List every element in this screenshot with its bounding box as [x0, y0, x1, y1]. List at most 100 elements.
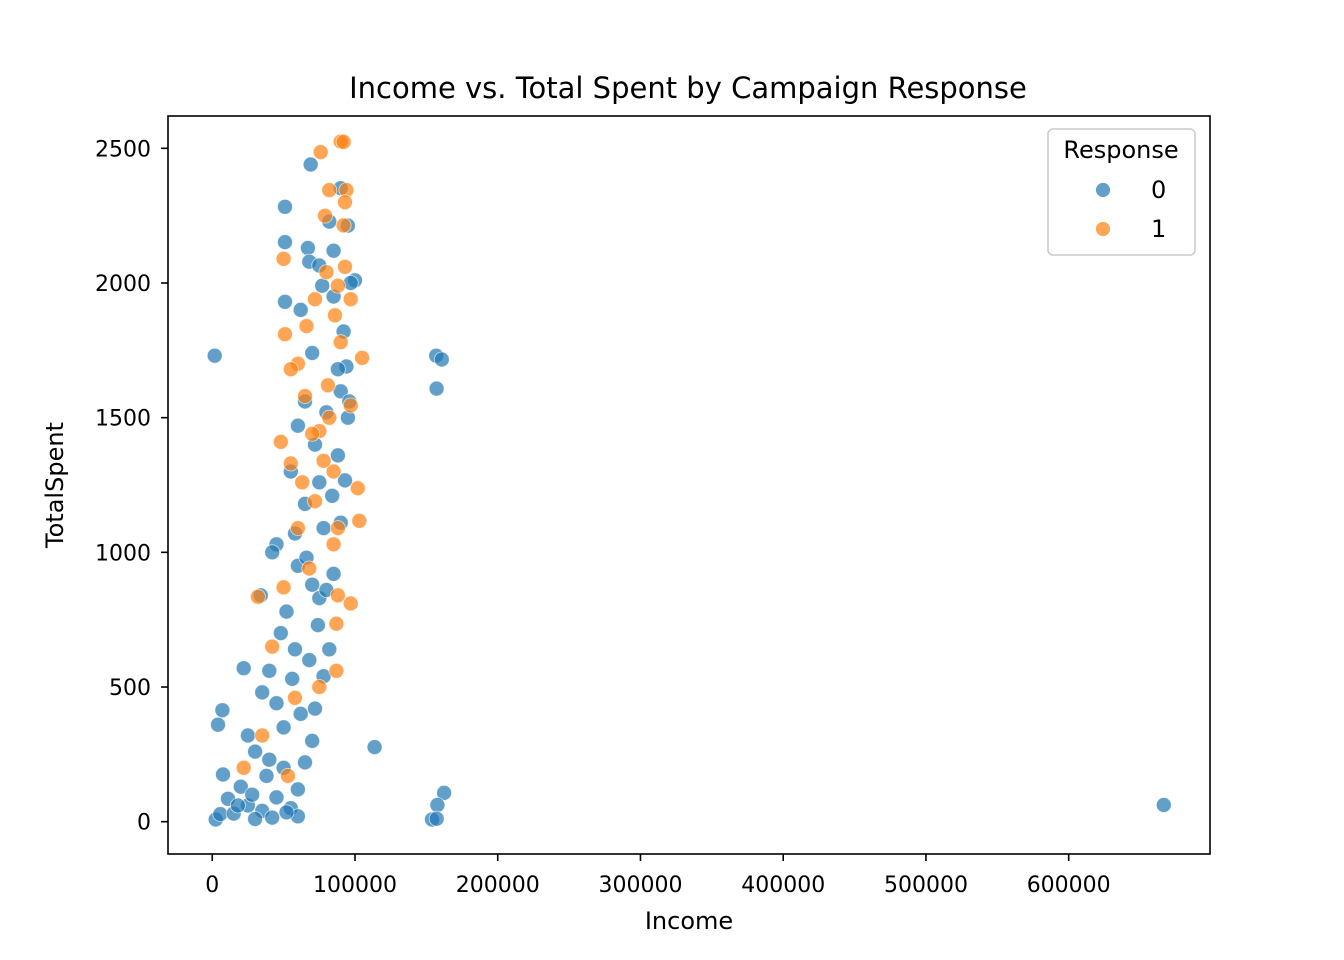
data-point-response-0: [232, 778, 249, 795]
data-point-response-1: [329, 587, 346, 604]
plot-frame: [167, 115, 1211, 855]
data-point-response-1: [342, 397, 359, 414]
data-point-response-0: [329, 447, 346, 464]
data-point-response-1: [329, 277, 346, 294]
data-point-response-0: [429, 797, 446, 813]
data-point-response-0: [258, 768, 275, 784]
x-tick-label: 0: [205, 873, 219, 898]
data-point-response-1: [337, 194, 353, 211]
data-point-response-1: [319, 377, 336, 394]
data-point-response-1: [317, 207, 333, 224]
data-point-response-1: [318, 264, 335, 281]
data-point-response-0: [278, 603, 295, 620]
data-point-response-1: [294, 474, 311, 491]
data-point-response-0: [292, 706, 309, 722]
data-point-response-0: [428, 380, 445, 397]
data-point-response-0: [229, 797, 246, 814]
data-point-response-0: [277, 234, 293, 251]
data-point-response-0: [214, 702, 231, 719]
data-point-response-1: [332, 334, 349, 351]
x-tick-label: 400000: [741, 873, 825, 898]
plot-area: [206, 133, 1172, 828]
data-point-response-1: [297, 388, 313, 405]
data-point-response-1: [327, 307, 343, 324]
data-point-response-1: [321, 409, 338, 426]
data-point-response-0: [337, 472, 353, 489]
data-point-response-1: [329, 520, 346, 536]
data-point-response-1: [312, 144, 329, 161]
x-tick-label: 100000: [313, 873, 397, 898]
data-point-response-0: [1155, 797, 1172, 813]
data-point-response-0: [268, 695, 285, 712]
data-point-response-0: [301, 652, 318, 668]
data-point-response-1: [349, 480, 366, 497]
data-point-response-0: [247, 811, 264, 827]
data-point-response-1: [335, 217, 352, 234]
data-point-response-0: [268, 789, 285, 806]
data-point-response-0: [264, 544, 281, 561]
data-point-response-1: [289, 520, 306, 536]
data-point-response-0: [325, 566, 342, 582]
data-point-response-0: [299, 240, 316, 256]
data-point-response-0: [342, 275, 359, 291]
data-point-response-0: [428, 810, 445, 827]
data-point-response-0: [275, 719, 292, 736]
data-point-response-1: [328, 615, 345, 632]
data-point-response-0: [264, 809, 281, 826]
data-point-response-1: [249, 588, 266, 605]
data-point-response-1: [337, 258, 353, 275]
data-point-response-1: [325, 536, 342, 553]
data-point-response-1: [275, 250, 292, 267]
x-axis-label: Income: [645, 907, 733, 935]
data-point-response-0: [302, 156, 319, 173]
data-point-response-0: [311, 474, 328, 491]
data-point-response-1: [342, 595, 359, 612]
data-point-response-0: [244, 786, 261, 803]
data-point-response-1: [325, 463, 342, 480]
data-point-response-0: [321, 641, 338, 658]
data-point-response-1: [264, 638, 281, 655]
data-point-response-0: [261, 751, 278, 768]
data-point-response-0: [314, 277, 331, 294]
legend: Response 0 1: [1047, 128, 1196, 256]
data-point-response-1: [301, 560, 318, 577]
y-tick-label: 2000: [95, 272, 151, 297]
data-point-response-0: [278, 804, 295, 821]
x-tick-label: 300000: [598, 873, 682, 898]
legend-title: Response: [1063, 136, 1178, 164]
data-point-response-1: [287, 689, 303, 706]
data-point-response-1: [328, 662, 345, 679]
data-point-response-0: [325, 242, 342, 259]
data-point-response-1: [342, 291, 359, 308]
data-point-response-0: [261, 662, 278, 679]
legend-label-0: 0: [1151, 176, 1166, 204]
data-points: [206, 133, 1172, 828]
data-point-response-1: [354, 349, 371, 366]
y-tick-label: 0: [137, 811, 151, 836]
data-point-response-1: [321, 182, 338, 199]
y-axis-ticks: 0 500 1000 1500 2000 2500: [95, 137, 168, 836]
y-tick-label: 1000: [95, 541, 151, 566]
data-point-response-0: [304, 345, 321, 361]
legend-marker-1: [1095, 221, 1111, 237]
x-tick-label: 600000: [1027, 873, 1111, 898]
data-point-response-0: [297, 754, 313, 771]
data-point-response-0: [329, 361, 346, 378]
data-point-response-1: [282, 361, 299, 378]
data-point-response-1: [307, 493, 323, 510]
data-point-response-1: [235, 759, 252, 776]
data-point-response-0: [212, 806, 229, 822]
data-point-response-1: [254, 727, 271, 744]
data-point-response-1: [307, 291, 323, 308]
legend-marker-0: [1095, 182, 1111, 198]
data-point-response-1: [335, 133, 352, 150]
data-point-response-1: [351, 512, 368, 529]
x-tick-label: 500000: [884, 873, 968, 898]
data-point-response-0: [289, 781, 306, 798]
data-point-response-0: [215, 766, 231, 783]
data-point-response-0: [324, 487, 341, 504]
data-point-response-0: [277, 293, 293, 310]
data-point-response-0: [433, 351, 450, 368]
data-point-response-0: [366, 739, 383, 755]
